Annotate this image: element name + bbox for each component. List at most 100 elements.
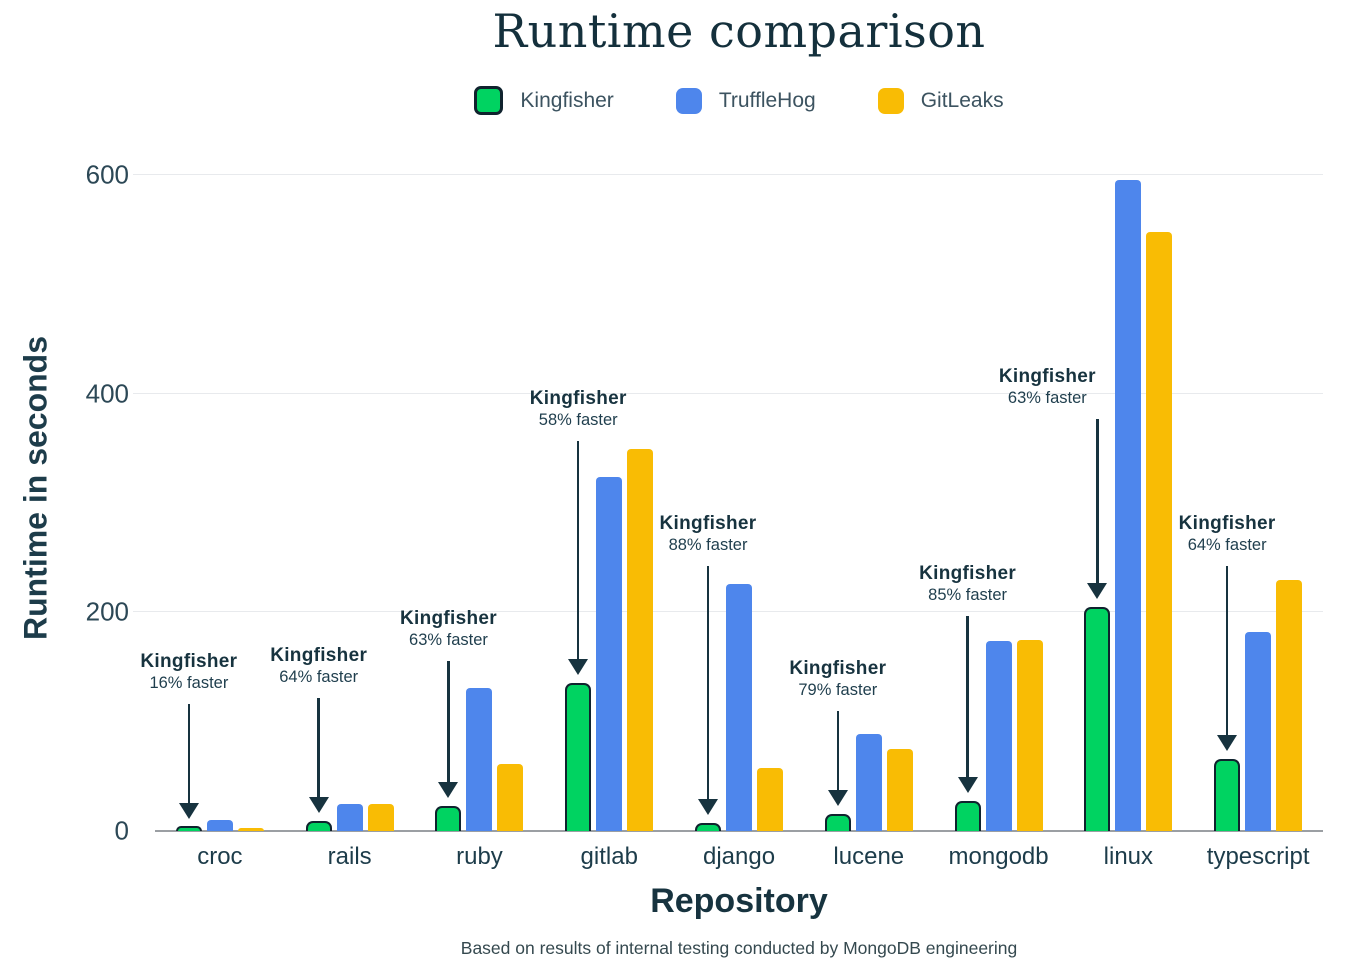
arrow-shaft (317, 698, 320, 801)
bar-gitleaks-mongodb (1016, 639, 1043, 831)
x-tick-label-typescript: typescript (1206, 843, 1310, 870)
y-tick-label: 600 (85, 159, 129, 190)
x-tick-label-gitlab: gitlab (580, 843, 638, 870)
group-linux: linux Kingfisher 63% faster (999, 151, 1193, 870)
footnote: Based on results of internal testing con… (460, 938, 1018, 958)
legend-item-gitleaks: GitLeaks (877, 87, 1004, 114)
annotation-title: Kingfisher (270, 644, 368, 666)
annotation-title: Kingfisher (529, 387, 627, 409)
x-axis-line (155, 830, 1323, 832)
y-tick-label: 400 (85, 378, 129, 409)
legend-label: GitLeaks (920, 88, 1004, 112)
annotation-subtitle: 63% faster (409, 631, 488, 650)
arrow-shaft (447, 661, 450, 785)
bar-trufflehog-typescript (1245, 632, 1272, 831)
arrow-head (438, 781, 459, 798)
gridline-400 (133, 392, 1323, 394)
legend-label: TruffleHog (718, 88, 816, 112)
legend-swatch-icon (675, 87, 702, 114)
x-axis-title: Repository (650, 882, 828, 920)
bars-ruby (415, 687, 545, 831)
bars-rails (285, 803, 415, 831)
bar-kingfisher-linux (1084, 606, 1111, 831)
annotation-subtitle: 58% faster (538, 411, 618, 430)
annotation-title: Kingfisher (399, 607, 497, 629)
annotation-django: Kingfisher 88% faster (613, 512, 803, 556)
annotation-subtitle: 63% faster (1007, 389, 1087, 408)
arrow-shaft (836, 711, 840, 793)
bar-kingfisher-croc (175, 826, 202, 831)
annotation-subtitle: 85% faster (928, 586, 1008, 605)
bar-gitleaks-rails (367, 803, 394, 831)
arrow-head (1217, 734, 1238, 751)
bars-croc (155, 820, 285, 831)
annotation-title: Kingfisher (919, 562, 1017, 584)
y-axis-title: Runtime in seconds (17, 335, 54, 641)
annotation-subtitle: 64% faster (279, 668, 359, 687)
group-rails: rails Kingfisher 64% faster (270, 151, 415, 870)
bar-trufflehog-rails (336, 803, 363, 831)
arrow-head (308, 797, 329, 814)
group-lucene: lucene Kingfisher 79% faster (789, 151, 934, 870)
annotation-title: Kingfisher (1178, 512, 1276, 534)
arrow-shaft (576, 441, 580, 663)
annotation-arrow-icon (1217, 566, 1238, 751)
group-gitlab: gitlab Kingfisher 58% faster (530, 151, 674, 870)
y-tick-label: 0 (114, 815, 129, 846)
bars-mongodb (934, 639, 1064, 831)
bar-trufflehog-django (726, 583, 753, 831)
x-tick-label-linux: linux (1103, 843, 1154, 870)
bar-trufflehog-ruby (466, 687, 493, 831)
x-tick-label-lucene: lucene (833, 843, 905, 870)
x-tick-label-ruby: ruby (456, 843, 503, 870)
annotation-title: Kingfisher (659, 512, 757, 534)
bars-linux (1063, 180, 1193, 831)
bar-kingfisher-typescript (1214, 758, 1241, 831)
annotation-subtitle: 79% faster (798, 681, 878, 700)
bar-trufflehog-croc (206, 820, 233, 831)
legend-item-trufflehog: TruffleHog (675, 87, 816, 114)
annotation-lucene: Kingfisher 79% faster (743, 657, 933, 701)
x-tick-label-django: django (702, 843, 776, 870)
arrow-head (827, 789, 848, 806)
bar-kingfisher-ruby (435, 805, 462, 831)
bars-lucene (804, 733, 934, 831)
chart-title: Runtime comparison (492, 4, 986, 58)
bar-kingfisher-mongodb (954, 801, 981, 831)
group-django: django Kingfisher 88% faster (660, 151, 804, 870)
annotation-arrow-icon (957, 616, 978, 794)
x-tick-label-rails: rails (327, 843, 372, 870)
bars-gitlab (544, 449, 674, 831)
annotation-title: Kingfisher (789, 657, 887, 679)
legend-swatch-icon (474, 86, 504, 115)
annotation-linux: Kingfisher 63% faster (952, 365, 1142, 409)
annotation-arrow-icon (568, 441, 589, 676)
bar-kingfisher-django (695, 823, 722, 831)
annotation-arrow-icon (827, 711, 848, 806)
arrow-head (698, 799, 719, 816)
arrow-shaft (1225, 566, 1229, 738)
bar-trufflehog-mongodb (985, 640, 1012, 831)
bar-kingfisher-rails (305, 821, 332, 831)
annotation-arrow-icon (308, 698, 329, 814)
bar-trufflehog-gitlab (596, 476, 623, 831)
annotation-arrow-icon (698, 566, 719, 816)
annotation-rails: Kingfisher 64% faster (224, 644, 414, 688)
legend: Kingfisher TruffleHog GitLeaks (155, 86, 1323, 115)
annotation-gitlab: Kingfisher 58% faster (483, 387, 673, 431)
group-mongodb: mongodb Kingfisher 85% faster (919, 151, 1064, 870)
bar-trufflehog-lucene (855, 733, 882, 831)
arrow-head (568, 659, 589, 676)
arrow-shaft (966, 616, 969, 781)
bar-groups: croc Kingfisher 16% faster rails Kingfisher 6… (140, 151, 1323, 870)
bar-trufflehog-linux (1115, 180, 1142, 831)
annotation-subtitle: 16% faster (149, 674, 229, 693)
annotation-typescript: Kingfisher 64% faster (1132, 512, 1322, 556)
y-tick-label: 200 (85, 596, 129, 627)
bar-gitleaks-gitlab (627, 449, 654, 831)
bar-gitleaks-django (757, 767, 784, 831)
arrow-shaft (1096, 419, 1099, 586)
annotation-croc: Kingfisher 16% faster (94, 650, 284, 694)
group-croc: croc Kingfisher 16% faster (140, 151, 285, 870)
legend-item-kingfisher: Kingfisher (474, 86, 614, 115)
